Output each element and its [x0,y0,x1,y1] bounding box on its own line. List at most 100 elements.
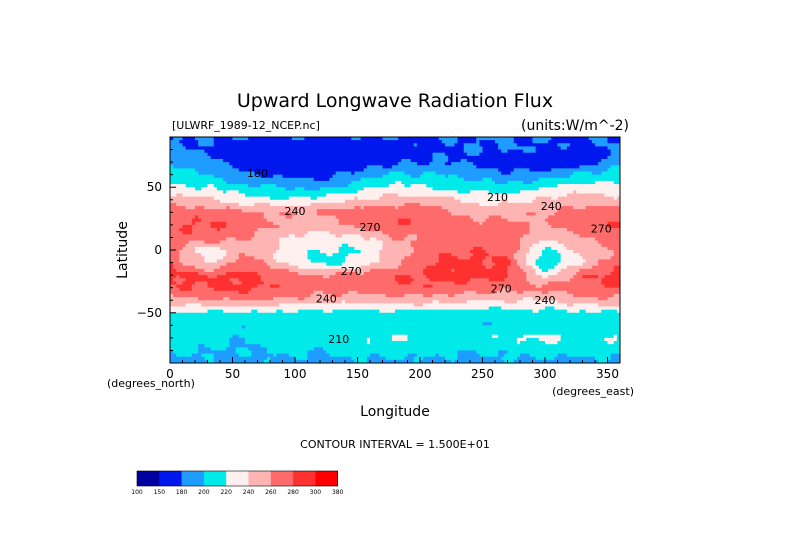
heatmap-cell [295,224,299,229]
heatmap-cell [595,168,599,172]
heatmap-cell [170,149,174,154]
heatmap-cell [173,234,177,238]
heatmap-cell [226,218,230,223]
heatmap-cell [598,212,602,216]
heatmap-cell [238,196,243,201]
heatmap-cell [266,224,271,229]
heatmap-cell [479,137,483,141]
heatmap-cell [232,218,237,223]
heatmap-cell [513,218,518,223]
heatmap-cell [582,155,587,160]
heatmap-cell [513,202,518,207]
heatmap-cell [376,218,380,223]
heatmap-cell [257,180,262,185]
heatmap-cell [591,146,596,150]
heatmap-cell [579,146,583,150]
heatmap-cell [451,137,455,141]
heatmap-cell [460,180,465,185]
heatmap-cell [485,149,490,154]
heatmap-cell [291,137,296,141]
heatmap-cell [251,234,255,238]
heatmap-cell [216,215,221,220]
heatmap-cell [198,202,202,207]
heatmap-cell [179,152,183,157]
heatmap-cell [366,215,371,220]
heatmap-cell [420,155,424,160]
heatmap-cell [435,240,440,245]
heatmap-cell [491,146,496,150]
heatmap-cell [504,221,508,226]
heatmap-cell [591,162,596,166]
heatmap-cell [301,149,305,154]
heatmap-cell [376,184,380,188]
heatmap-cell [407,158,412,163]
heatmap-cell [348,218,352,223]
heatmap-cell [532,212,537,216]
heatmap-cell [585,143,590,147]
heatmap-cell [232,143,237,147]
heatmap-cell [579,228,583,232]
heatmap-cell [385,228,390,232]
heatmap-cell [473,234,477,238]
heatmap-cell [207,234,212,238]
heatmap-cell [545,212,549,216]
heatmap-cell [316,152,321,157]
heatmap-cell [591,155,596,160]
heatmap-cell [288,196,293,201]
heatmap-cell [529,152,533,157]
heatmap-cell [548,171,552,176]
heatmap-cell [529,165,533,169]
heatmap-cell [520,221,524,226]
heatmap-cell [601,171,605,176]
heatmap-cell [520,231,524,235]
heatmap-cell [260,196,265,201]
heatmap-cell [210,224,215,229]
heatmap-cell [423,221,427,226]
heatmap-cell [504,196,508,201]
heatmap-cell [251,165,255,169]
heatmap-cell [454,140,458,144]
heatmap-cell [266,187,271,191]
heatmap-cell [426,199,430,204]
heatmap-cell [254,158,258,163]
heatmap-cell [435,212,440,216]
heatmap-cell [220,143,224,147]
heatmap-cell [485,168,490,172]
heatmap-cell [551,190,555,194]
heatmap-cell [504,168,508,172]
heatmap-cell [507,149,512,154]
heatmap-cell [179,212,183,216]
heatmap-cell [438,202,443,207]
heatmap-cell [426,146,430,150]
heatmap-cell [426,180,430,185]
heatmap-cell [545,187,549,191]
heatmap-cell [535,146,540,150]
heatmap-cell [345,224,349,229]
heatmap-cell [248,171,252,176]
heatmap-cell [523,177,527,182]
heatmap-cell [210,165,215,169]
heatmap-cell [441,190,446,194]
heatmap-cell [232,168,237,172]
heatmap-cell [348,199,352,204]
heatmap-cell [598,218,602,223]
heatmap-cell [298,196,302,201]
heatmap-cell [332,187,337,191]
heatmap-cell [576,158,580,163]
heatmap-cell [582,228,587,232]
heatmap-cell [513,168,518,172]
heatmap-cell [170,243,174,248]
heatmap-cell [323,243,327,248]
heatmap-cell [423,202,427,207]
heatmap-cell [329,184,333,188]
heatmap-cell [510,152,515,157]
heatmap-cell [451,199,455,204]
heatmap-cell [426,237,430,241]
heatmap-cell [232,237,237,241]
heatmap-cell [370,158,374,163]
heatmap-cell [410,193,415,198]
heatmap-cell [191,190,196,194]
heatmap-cell [548,237,552,241]
heatmap-cell [341,209,346,213]
heatmap-cell [457,168,462,172]
